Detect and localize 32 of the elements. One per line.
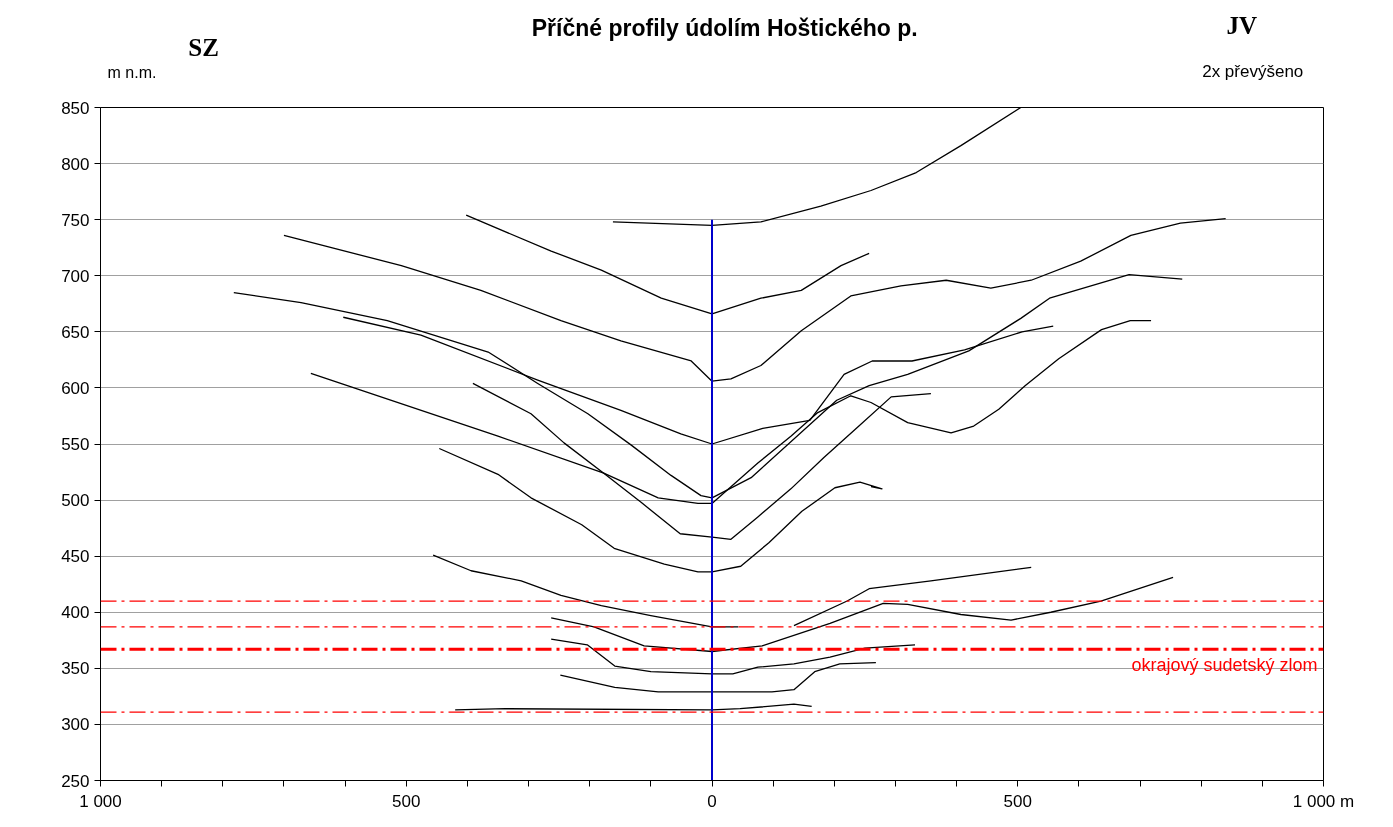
line-series: [559, 662, 877, 693]
y-tick-label: 800: [61, 154, 90, 174]
y-tick-label: 600: [61, 378, 90, 398]
line-series: [793, 566, 1032, 627]
x-tick-label: 500: [1003, 791, 1032, 811]
line-series: [550, 638, 916, 675]
ref-line-label: okrajový sudetský zlom: [1131, 655, 1318, 676]
y-tick-label: 300: [61, 715, 90, 735]
line-series: [432, 554, 739, 628]
line-series: [550, 576, 1174, 653]
text: SZ: [188, 33, 219, 61]
y-tick-label: 850: [61, 98, 90, 118]
y-tick-label: 450: [61, 547, 90, 567]
y-tick-label: 550: [61, 435, 90, 454]
line-series: [465, 214, 870, 315]
text: 2x převýšeno: [1202, 61, 1304, 81]
y-axis-title: m n.m.: [107, 63, 157, 81]
x-tick-label: 1 000 m: [1292, 791, 1355, 811]
y-tick-label: 700: [61, 266, 90, 286]
chart-title: Příčné profily údolím Hoštického p.: [531, 14, 918, 41]
y-tick-label: 350: [61, 659, 90, 679]
line-series: [438, 447, 883, 573]
text: JV: [1226, 11, 1258, 39]
x-tick-label: 500: [392, 791, 421, 811]
y-tick-label: 650: [61, 322, 90, 342]
y-tick-label: 400: [61, 603, 90, 623]
x-tick-label: 1 000: [79, 791, 122, 811]
x-tick-label: 0: [707, 791, 717, 811]
line-series: [283, 217, 1227, 382]
y-tick-label: 500: [61, 491, 90, 511]
y-tick-label: 250: [61, 771, 90, 791]
y-tick-label: 750: [61, 210, 90, 230]
